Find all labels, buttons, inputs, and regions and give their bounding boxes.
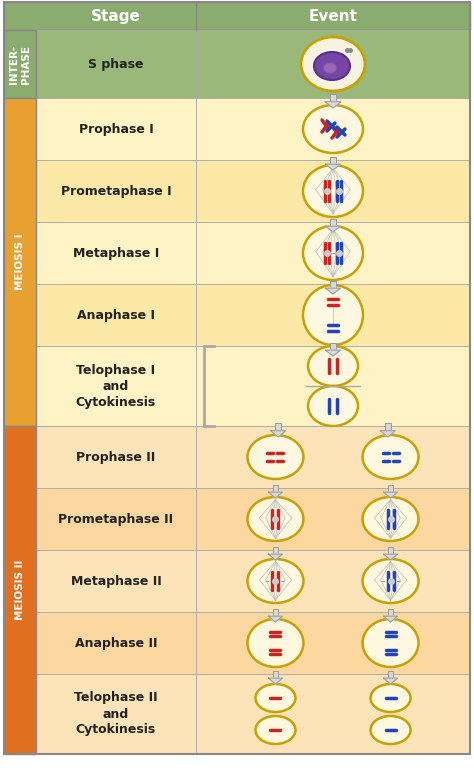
Text: Prometaphase I: Prometaphase I [61,184,171,198]
Bar [388,485,393,492]
Bar [275,423,281,431]
Bar [4,30,36,98]
Polygon shape [268,678,283,684]
Bar [196,160,470,222]
Text: MEIOSIS II: MEIOSIS II [15,560,25,620]
Bar [196,426,470,488]
Bar [196,550,470,612]
Bar [330,157,336,164]
Bar [196,98,470,160]
Bar [273,609,278,616]
Bar [196,30,470,98]
Text: Prometaphase II: Prometaphase II [58,513,173,525]
Ellipse shape [255,716,295,744]
Bar [196,488,470,550]
Bar [388,609,393,616]
Ellipse shape [303,165,363,217]
Text: INTER-
PHASE: INTER- PHASE [9,44,31,83]
Bar [196,674,470,754]
Text: Anaphase II: Anaphase II [75,636,157,650]
Text: Prophase II: Prophase II [76,450,155,464]
Bar [330,94,336,102]
Bar [36,426,196,488]
Bar [385,423,391,431]
Bar [36,346,196,426]
Polygon shape [268,492,283,498]
Ellipse shape [314,52,350,80]
Ellipse shape [363,497,419,541]
Polygon shape [326,288,340,294]
Bar [388,547,393,554]
Bar [196,346,470,426]
Bar [330,281,336,288]
Bar [36,98,196,160]
Ellipse shape [371,684,410,712]
Text: Event: Event [309,9,357,23]
Polygon shape [268,554,283,560]
Polygon shape [325,102,341,108]
Bar [36,488,196,550]
Ellipse shape [303,226,363,280]
Polygon shape [326,226,340,232]
Bar [330,219,336,226]
Bar [4,426,36,754]
Ellipse shape [255,684,295,712]
Text: Stage: Stage [91,9,141,23]
Ellipse shape [303,105,363,153]
Bar [36,160,196,222]
Bar [36,284,196,346]
Ellipse shape [247,497,303,541]
Polygon shape [268,616,283,622]
Ellipse shape [247,559,303,603]
Bar [196,222,470,284]
Bar [4,2,470,30]
Bar [273,485,278,492]
Text: S phase: S phase [88,58,144,71]
Polygon shape [326,164,340,170]
Text: Telophase I
and
Cytokinesis: Telophase I and Cytokinesis [76,363,156,408]
Bar [36,222,196,284]
Bar [196,612,470,674]
Text: Metaphase II: Metaphase II [71,574,161,587]
Polygon shape [383,554,398,560]
Polygon shape [383,492,398,498]
Bar [36,674,196,754]
Ellipse shape [363,559,419,603]
Bar [273,671,278,678]
Text: MEIOSIS I: MEIOSIS I [15,233,25,290]
Text: Metaphase I: Metaphase I [73,247,159,260]
Bar [36,30,196,98]
Bar [196,284,470,346]
Polygon shape [380,431,395,437]
Ellipse shape [301,37,365,91]
Bar [273,547,278,554]
Bar [330,343,336,350]
Ellipse shape [247,619,303,667]
Ellipse shape [363,619,419,667]
Bar [388,671,393,678]
Bar [36,612,196,674]
Polygon shape [383,678,398,684]
Bar [36,550,196,612]
Polygon shape [383,616,398,622]
Ellipse shape [303,285,363,345]
Polygon shape [326,350,340,356]
Ellipse shape [323,62,337,73]
Ellipse shape [308,346,358,386]
Ellipse shape [371,716,410,744]
Ellipse shape [247,435,303,479]
Ellipse shape [308,386,358,426]
Text: Prophase I: Prophase I [79,122,154,135]
Text: Telophase II
and
Cytokinesis: Telophase II and Cytokinesis [74,692,158,737]
Polygon shape [271,431,286,437]
Ellipse shape [363,435,419,479]
Bar [4,98,36,426]
Text: Anaphase I: Anaphase I [77,309,155,321]
